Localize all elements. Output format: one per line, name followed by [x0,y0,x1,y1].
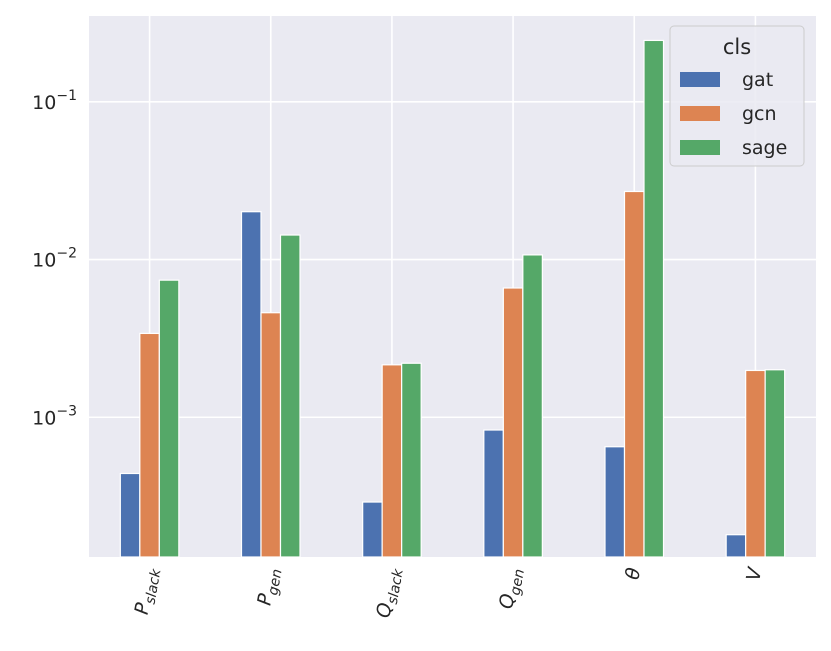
bar-sage [279,234,301,558]
legend: cls gat gcn sage [669,25,805,167]
x-tick-labels: Pslack Pgen Qslack Qgen θ V [131,564,767,620]
legend-label-sage: sage [742,137,787,159]
legend-swatch-gat [680,72,720,87]
bar-gcn [260,312,282,558]
bars [119,39,786,558]
bar-gcn [381,364,403,558]
bar-sage [158,279,180,558]
x-tick-label: Qslack [372,565,407,620]
y-tick-label: 10−2 [32,246,77,272]
bar-gcn [745,369,766,558]
bar-gat [483,429,504,558]
x-tick-label: Pgen [253,566,285,608]
y-tick-labels: 10−3 10−2 10−1 [32,88,77,429]
y-tick-label: 10−1 [32,88,77,114]
legend-swatch-sage [680,140,720,155]
y-tick-label: 10−3 [32,403,77,429]
bar-sage [764,369,786,558]
bar-sage [401,362,422,558]
bar-sage [522,254,543,558]
bar-gat [119,472,141,558]
legend-box [669,25,805,167]
legend-label-gcn: gcn [742,103,777,125]
x-tick-label: θ [621,566,645,582]
legend-label-gat: gat [742,69,773,91]
legend-swatch-gcn [680,106,720,121]
bar-gat [604,446,626,558]
bar-gat [240,211,262,558]
x-tick-label: V [742,564,766,583]
x-tick-label: Pslack [131,565,165,617]
bar-gcn [139,332,160,558]
bar-sage [643,39,665,558]
bar-gat [362,501,383,558]
legend-title: cls [723,35,751,59]
bar-gcn [623,190,645,558]
bar-gat [725,534,747,558]
bar-gcn [502,287,524,558]
x-tick-label: Qgen [495,566,528,611]
